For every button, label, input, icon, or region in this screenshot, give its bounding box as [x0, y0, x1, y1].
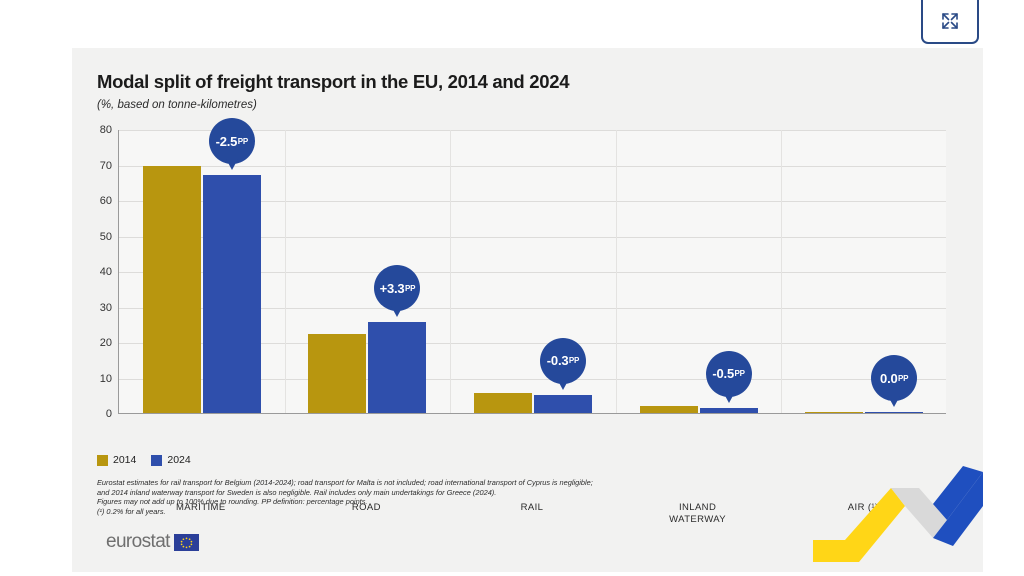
change-bubble-road: +3.3 PP [374, 265, 421, 318]
gridline [119, 343, 946, 344]
legend-label: 2014 [113, 454, 137, 466]
bubble-unit: PP [237, 136, 248, 146]
bubble-value: +3.3 [379, 280, 405, 296]
bubble-value: -2.5 [215, 133, 238, 149]
bubble-unit: PP [734, 369, 745, 379]
bubble-value: -0.5 [712, 366, 734, 382]
bar-2014-maritime[interactable] [142, 166, 201, 413]
decorative-chevron [813, 466, 983, 566]
gridline [119, 130, 946, 131]
bar-2024-inland-waterway[interactable] [699, 407, 758, 413]
chart-subtitle: (%, based on tonne-kilometres) [97, 99, 257, 111]
gridline [119, 307, 946, 309]
page-title: Modal split of freight transport in the … [97, 71, 570, 92]
x-axis-label: RAIL [520, 502, 544, 513]
logo-text: eurostat [106, 531, 170, 552]
x-axis-label: ROAD [351, 502, 381, 513]
change-bubble-air-(¹): 0.0 PP [871, 355, 918, 408]
y-axis-tick: 80 [99, 124, 112, 136]
x-axis-label: AIR (¹) [847, 502, 879, 513]
y-axis-tick: 0 [105, 408, 112, 420]
category-separator [284, 130, 286, 413]
footnote-line: Eurostat estimates for rail transport fo… [97, 478, 593, 487]
change-bubble-rail: -0.3 PP [540, 337, 586, 390]
gridline [119, 165, 946, 167]
category-separator [615, 130, 617, 413]
plot-area: 0 10 20 30 40 50 60 70 80 -2.5 PP +3.3 PP -0.3 PP -0.5 P… [100, 118, 946, 420]
gridline [119, 378, 946, 380]
y-axis-tick: 50 [99, 230, 112, 243]
legend-swatch [151, 454, 163, 466]
bar-2014-road[interactable] [308, 333, 367, 413]
gridline [119, 201, 946, 202]
category-separator [781, 130, 783, 413]
y-axis-tick: 40 [99, 266, 112, 278]
bubble-unit: PP [568, 356, 580, 366]
bar-2024-road[interactable] [368, 322, 427, 413]
legend-item-2014[interactable]: 2014 [97, 454, 136, 466]
eurostat-logo: eurostat [106, 531, 199, 553]
chart-legend: 2014 2024 [97, 454, 199, 466]
legend-swatch [97, 454, 108, 466]
bubble-value: 0.0 [880, 370, 898, 386]
legend-label: 2024 [167, 454, 191, 466]
change-bubble-inland-waterway: -0.5 PP [705, 350, 752, 403]
legend-item-2024[interactable]: 2024 [151, 454, 191, 466]
footnote-line: (¹) 0.2% for all years. [97, 506, 166, 516]
footnote-line: Figures may not add up to 100% due to ro… [97, 497, 368, 507]
x-axis-label: INLAND WATERWAY [669, 502, 727, 525]
bar-2014-inland-waterway[interactable] [639, 405, 698, 413]
gridline [119, 272, 946, 273]
y-axis-tick: 30 [99, 301, 112, 314]
bar-2014-rail[interactable] [474, 393, 532, 413]
bubble-value: -0.3 [546, 353, 569, 369]
chart-card: Modal split of freight transport in the … [72, 48, 983, 572]
footnote-line: and 2014 inland waterway transport for S… [97, 487, 497, 497]
x-axis-label: MARITIME [175, 502, 226, 513]
bar-2024-rail[interactable] [534, 394, 592, 413]
y-axis-tick: 10 [99, 372, 112, 385]
category-separator [450, 130, 452, 413]
bar-2024-maritime[interactable] [202, 175, 261, 413]
y-axis-tick: 60 [99, 195, 112, 207]
y-axis-tick: 70 [99, 159, 112, 172]
bar-2024-air-(¹)[interactable] [865, 412, 924, 413]
expand-arrows-icon [939, 10, 961, 32]
plot-wrapper: 0 10 20 30 40 50 60 70 80 -2.5 PP +3.3 PP -0.3 PP -0.5 P… [100, 118, 946, 525]
y-axis-tick: 20 [99, 337, 112, 349]
bubble-unit: PP [898, 373, 909, 383]
bubble-unit: PP [404, 283, 416, 293]
footnotes: Eurostat estimates for rail transport fo… [97, 478, 797, 516]
eu-flag-icon [173, 533, 199, 551]
fullscreen-button[interactable] [921, 0, 979, 44]
change-bubble-maritime: -2.5 PP [208, 118, 255, 171]
gridline [119, 236, 946, 238]
bar-2014-air-(¹)[interactable] [805, 412, 864, 413]
